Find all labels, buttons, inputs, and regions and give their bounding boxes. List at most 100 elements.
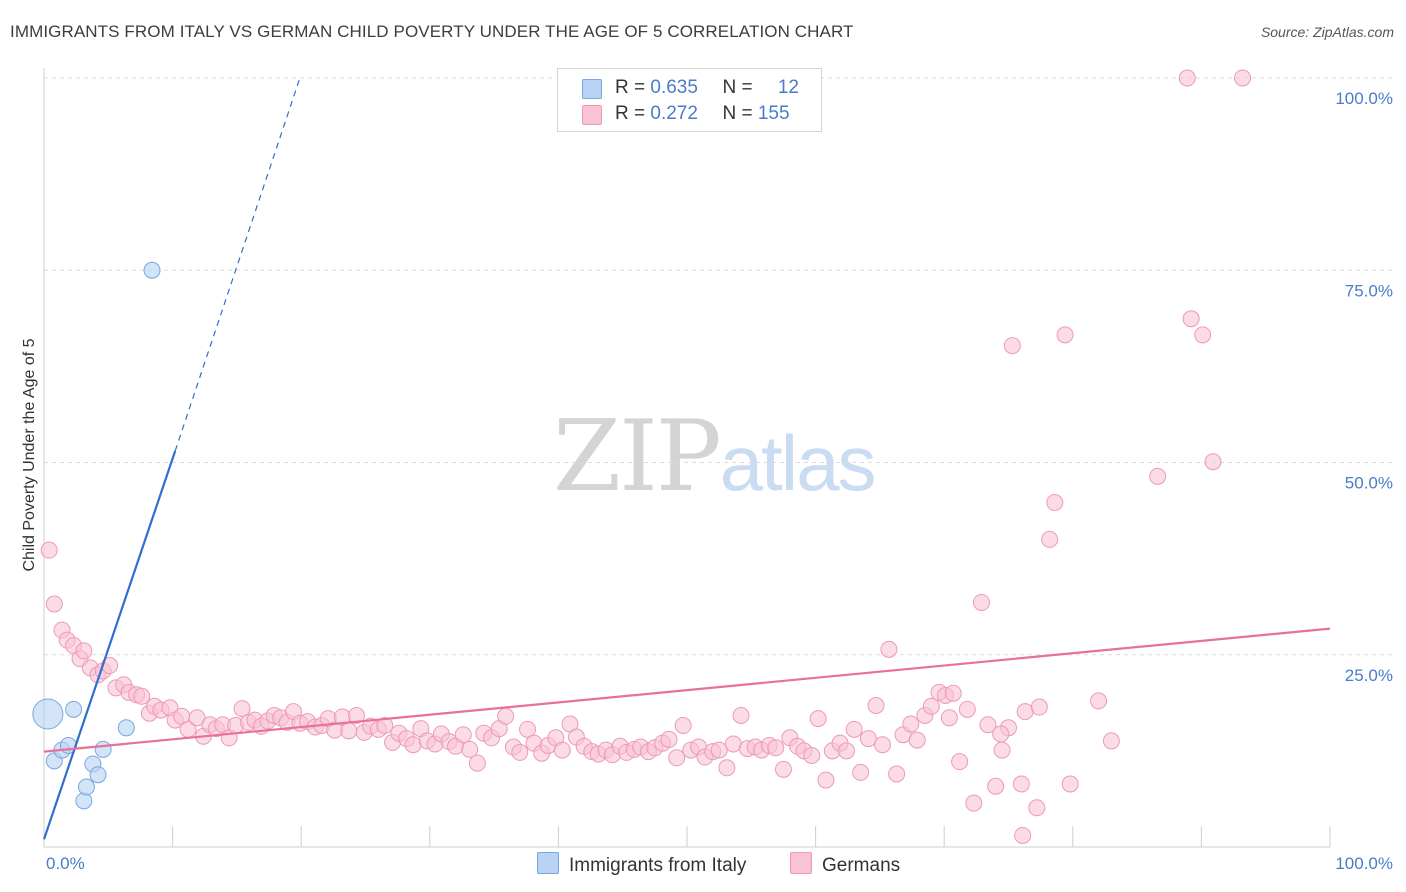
- germans-point: [668, 749, 686, 767]
- y-tick-label: 50.0%: [1345, 474, 1393, 493]
- germans-point: [888, 765, 906, 783]
- italy-point: [65, 700, 83, 718]
- bottom-italy-label: Immigrants from Italy: [569, 855, 747, 876]
- germans-point: [958, 700, 976, 718]
- germans-point: [40, 541, 58, 559]
- italy-n-value: 12: [777, 77, 799, 98]
- bottom-legend-italy: Immigrants from Italy: [537, 852, 746, 877]
- germans-point: [1090, 692, 1108, 710]
- germans-point: [461, 740, 479, 758]
- germans-point: [852, 763, 870, 781]
- germans-point: [553, 741, 571, 759]
- germans-point: [376, 716, 394, 734]
- germans-point: [718, 759, 736, 777]
- germans-point: [803, 746, 821, 764]
- germans-point: [497, 707, 515, 725]
- germans-point: [674, 716, 692, 734]
- germans-point: [809, 710, 827, 728]
- italy-point: [89, 766, 107, 784]
- x-tick-label: 0.0%: [46, 854, 85, 873]
- germans-n-label: N =: [722, 103, 758, 124]
- tick-labels: 100.0% 75.0% 50.0% 25.0% 0.0% 100.0%: [46, 89, 1393, 873]
- bottom-italy-swatch: [537, 852, 559, 874]
- zipatlas-watermark: ZIPatlas: [553, 400, 877, 514]
- germans-point: [965, 794, 983, 812]
- italy-point: [32, 698, 64, 730]
- germans-point: [859, 730, 877, 748]
- germans-point: [1014, 826, 1032, 844]
- germans-point: [75, 642, 93, 660]
- germans-point: [837, 742, 855, 760]
- germans-point: [710, 741, 728, 759]
- germans-point: [1016, 703, 1034, 721]
- italy-swatch: [582, 79, 602, 99]
- germans-point: [732, 707, 750, 725]
- germans-points: [40, 69, 1252, 844]
- germans-point: [972, 593, 990, 611]
- germans-point: [902, 715, 920, 733]
- germans-point: [347, 707, 365, 725]
- germans-point: [944, 684, 962, 702]
- germans-point: [454, 726, 472, 744]
- italy-trend-extension: [174, 77, 301, 452]
- italy-point: [94, 740, 112, 758]
- bottom-legend-germans: Germans: [790, 852, 900, 877]
- y-tick-label: 75.0%: [1345, 281, 1393, 300]
- germans-point: [1028, 799, 1046, 817]
- germans-legend-text: R = 0.272 N = 155: [615, 103, 790, 125]
- germans-point: [1012, 775, 1030, 793]
- italy-points: [32, 261, 161, 810]
- italy-point: [143, 261, 161, 279]
- germans-point: [867, 697, 885, 715]
- italy-r-value: 0.635: [650, 77, 698, 98]
- germans-point: [880, 640, 898, 658]
- italy-n-label: N =: [722, 77, 758, 98]
- germans-point: [767, 739, 785, 757]
- germans-trend-line: [43, 627, 1331, 753]
- x-tick-label: 100.0%: [1335, 854, 1393, 873]
- trend-lines: [42, 77, 1331, 840]
- italy-r-label: R =: [615, 77, 651, 98]
- y-tick-label: 25.0%: [1345, 666, 1393, 685]
- y-tick-label: 100.0%: [1335, 89, 1393, 108]
- germans-point: [1234, 69, 1252, 87]
- germans-point: [979, 716, 997, 734]
- germans-point: [1194, 326, 1212, 344]
- germans-point: [1003, 337, 1021, 355]
- germans-point: [340, 722, 358, 740]
- correlation-legend: R = 0.635 N = 12 R = 0.272 N = 155: [557, 68, 822, 132]
- germans-point: [1178, 69, 1196, 87]
- italy-trend-line: [42, 450, 177, 840]
- germans-point: [724, 735, 742, 753]
- chart-source: Source: ZipAtlas.com: [1260, 24, 1394, 40]
- germans-point: [992, 725, 1010, 743]
- germans-point: [1030, 698, 1048, 716]
- italy-point: [117, 719, 135, 737]
- germans-point: [987, 777, 1005, 795]
- watermark-zip: ZIP: [553, 400, 722, 514]
- germans-point: [133, 687, 151, 705]
- germans-point: [45, 595, 63, 613]
- germans-point: [468, 754, 486, 772]
- germans-point: [1041, 530, 1059, 548]
- bottom-germans-swatch: [790, 852, 812, 874]
- germans-point: [951, 753, 969, 771]
- germans-point: [817, 771, 835, 789]
- germans-point: [774, 760, 792, 778]
- germans-point: [519, 720, 537, 738]
- germans-point: [908, 731, 926, 749]
- grid-lines: [44, 77, 1394, 656]
- germans-point: [1182, 310, 1200, 328]
- germans-r-label: R =: [615, 103, 651, 124]
- germans-point: [1056, 326, 1074, 344]
- germans-point: [1102, 732, 1120, 750]
- y-axis-label: Child Poverty Under the Age of 5: [21, 338, 38, 571]
- germans-point: [1061, 775, 1079, 793]
- italy-legend-text: R = 0.635 N = 12: [615, 77, 799, 99]
- germans-swatch: [582, 105, 602, 125]
- bottom-germans-label: Germans: [822, 855, 901, 876]
- germans-r-value: 0.272: [650, 103, 698, 124]
- italy-point: [77, 778, 95, 796]
- germans-point: [873, 736, 891, 754]
- germans-point: [845, 720, 863, 738]
